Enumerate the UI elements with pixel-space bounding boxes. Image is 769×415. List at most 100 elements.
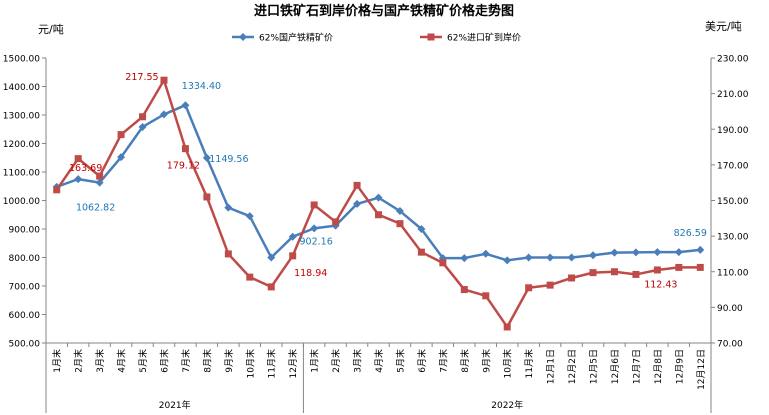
- data-point-square: [610, 268, 618, 276]
- data-point-diamond: [589, 251, 598, 260]
- data-point-diamond: [481, 249, 490, 258]
- data-label: 112.43: [644, 279, 677, 290]
- y-left-axis-label: 元/吨: [38, 23, 64, 36]
- y-right-axis-label: 美元/吨: [705, 20, 742, 33]
- data-label: 1062.82: [76, 203, 115, 214]
- data-point-diamond: [159, 110, 168, 119]
- x-tick-label: 12月6日: [610, 349, 621, 384]
- y-left-tick-label: 900.00: [9, 226, 41, 236]
- data-point-square: [310, 201, 318, 209]
- data-label: 179.12: [167, 161, 200, 172]
- data-point-diamond: [610, 248, 619, 257]
- x-tick-label: 7月末: [180, 349, 192, 373]
- data-point-square: [53, 186, 61, 194]
- x-tick-label: 9月末: [480, 349, 492, 373]
- legend-label: 62%国产铁精矿价: [259, 32, 333, 44]
- axes: 500.00 600.00 700.00 800.00 900.00 1000.00 110…: [3, 55, 749, 413]
- data-point-square: [568, 274, 576, 282]
- data-point-diamond: [674, 248, 683, 257]
- x-tick-label: 4月末: [116, 349, 128, 373]
- data-point-square: [460, 286, 468, 294]
- data-label: 217.55: [125, 72, 158, 83]
- x-tick-label: 5月末: [394, 349, 406, 373]
- x-tick-label: 1月末: [51, 349, 63, 373]
- data-point-diamond: [267, 253, 276, 262]
- x-tick-label: 2月末: [73, 349, 85, 373]
- x-tick-label: 1月末: [309, 349, 321, 373]
- x-tick-label: 6月末: [158, 349, 170, 373]
- x-tick-label: 3月末: [352, 349, 364, 373]
- x-tick-label: 12月1日: [546, 349, 557, 384]
- x-tick-label: 3月末: [94, 349, 106, 373]
- y-left-tick-label: 700.00: [9, 283, 41, 293]
- data-point-square: [289, 252, 297, 260]
- data-point-diamond: [224, 203, 233, 212]
- data-point-diamond: [202, 153, 211, 162]
- x-tick-label: 9月末: [223, 349, 235, 373]
- y-right-tick-label: 190.00: [717, 126, 749, 136]
- legend-marker-square: [427, 33, 435, 41]
- y-left-tick-label: 800.00: [9, 254, 41, 264]
- data-point-diamond: [503, 256, 512, 265]
- data-point-square: [525, 284, 533, 292]
- data-point-diamond: [546, 253, 555, 262]
- y-left-tick-label: 600.00: [9, 311, 41, 321]
- data-point-diamond: [395, 207, 404, 216]
- y-left-tick-label: 1000.00: [3, 197, 40, 207]
- data-point-diamond: [460, 254, 469, 263]
- y-right-tick-label: 130.00: [717, 233, 749, 243]
- data-point-diamond: [95, 178, 104, 187]
- x-tick-label: 12月7日: [631, 349, 642, 384]
- y-left-tick-label: 1300.00: [3, 112, 40, 122]
- data-point-square: [181, 145, 189, 153]
- data-point-square: [546, 281, 554, 289]
- data-point-square: [160, 76, 168, 84]
- chart-title: 进口铁矿石到岸价格与国产铁精矿价格走势图: [254, 3, 514, 19]
- data-point-square: [439, 259, 447, 267]
- y-left-tick-label: 1100.00: [3, 169, 40, 179]
- data-point-square: [74, 155, 82, 163]
- data-point-diamond: [138, 122, 147, 131]
- data-point-diamond: [417, 225, 426, 233]
- group-label: 2021年: [159, 399, 191, 411]
- x-tick-label: 5月末: [137, 349, 149, 373]
- data-point-square: [503, 323, 511, 331]
- y-left-tick-label: 1200.00: [3, 140, 40, 150]
- y-right-tick-label: 210.00: [717, 90, 749, 100]
- series-layer: [52, 76, 705, 331]
- data-point-diamond: [631, 248, 640, 257]
- y-right-tick-label: 90.00: [717, 304, 743, 314]
- x-tick-label: 12月8日: [653, 349, 664, 384]
- x-tick-label: 12月12日: [696, 349, 707, 390]
- data-label: 1334.40: [182, 81, 221, 92]
- data-point-square: [267, 283, 275, 291]
- data-point-diamond: [245, 212, 254, 221]
- data-point-square: [675, 263, 683, 271]
- x-tick-label: 10月末: [502, 349, 514, 378]
- x-tick-label: 11月末: [266, 349, 278, 378]
- legend: 62%国产铁精矿价 62%进口矿到岸价: [232, 32, 521, 44]
- data-point-diamond: [74, 175, 83, 184]
- y-right-tick-label: 110.00: [717, 268, 749, 278]
- data-point-diamond: [524, 253, 533, 262]
- series-line: [55, 78, 701, 329]
- data-point-square: [653, 266, 661, 274]
- x-tick-label: 12月2日: [567, 349, 578, 384]
- data-point-square: [417, 248, 425, 256]
- x-tick-label: 12月5日: [589, 349, 600, 384]
- x-tick-label: 7月末: [437, 349, 449, 373]
- y-right-tick-label: 70.00: [717, 340, 743, 350]
- data-point-square: [224, 250, 232, 258]
- data-label: 118.94: [294, 268, 327, 279]
- data-point-square: [375, 211, 382, 219]
- x-tick-label: 12月9日: [674, 349, 685, 384]
- x-tick-label: 11月末: [523, 349, 535, 378]
- data-point-diamond: [567, 253, 576, 262]
- data-point-diamond: [181, 101, 190, 110]
- data-point-square: [396, 220, 404, 228]
- data-point-diamond: [353, 199, 362, 208]
- data-point-diamond: [310, 224, 319, 233]
- data-point-diamond: [288, 232, 297, 241]
- x-tick-label: 2月末: [330, 349, 342, 373]
- data-point-square: [96, 172, 104, 180]
